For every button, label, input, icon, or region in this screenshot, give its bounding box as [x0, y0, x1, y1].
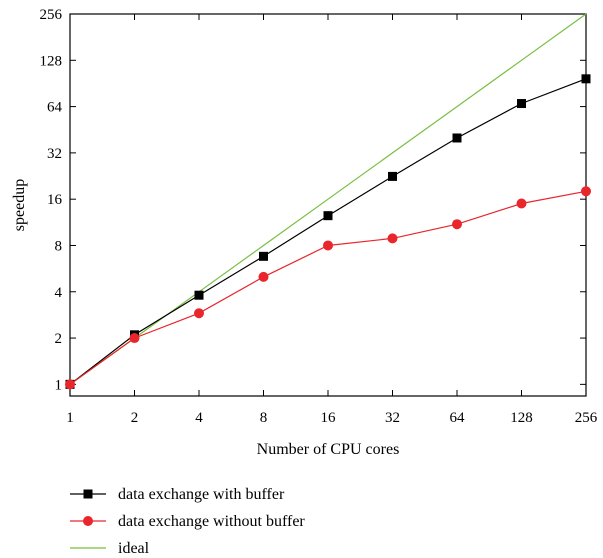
point-data-exchange-without-buffer — [194, 308, 204, 319]
series-line-data-exchange-without-buffer — [69, 190, 587, 385]
legend-label: data exchange with buffer — [118, 486, 285, 503]
point-data-exchange-with-buffer — [323, 211, 333, 221]
y-tick-label: 16 — [47, 192, 63, 208]
y-tick-label: 128 — [40, 53, 63, 69]
y-tick-label: 64 — [47, 100, 63, 116]
point-data-exchange-with-buffer — [388, 171, 397, 181]
series-layer — [65, 74, 591, 390]
point-data-exchange-without-buffer — [581, 186, 591, 197]
x-tick-label: 2 — [131, 410, 139, 426]
x-tick-label: 32 — [385, 410, 400, 426]
ideal-layer — [69, 13, 587, 385]
x-tick-label: 4 — [195, 410, 203, 426]
series-line-data-exchange-with-buffer — [69, 78, 587, 385]
plot-frame — [69, 13, 587, 397]
point-data-exchange-with-buffer — [452, 133, 462, 143]
y-tick-label: 1 — [55, 377, 63, 393]
point-data-exchange-with-buffer — [581, 74, 591, 84]
point-data-exchange-without-buffer — [452, 219, 462, 230]
y-tick-label: 256 — [40, 7, 63, 23]
x-tick-label: 256 — [575, 410, 598, 426]
point-data-exchange-without-buffer — [129, 333, 140, 344]
x-tick-label: 16 — [321, 410, 337, 426]
y-axis-label: speedup — [11, 179, 28, 231]
y-tick-label: 4 — [55, 285, 63, 301]
x-tick-label: 1 — [66, 410, 74, 426]
legend-marker-data-exchange-with-buffer — [83, 489, 93, 499]
point-data-exchange-with-buffer — [194, 290, 204, 300]
point-data-exchange-without-buffer — [516, 198, 527, 209]
point-data-exchange-with-buffer — [259, 251, 268, 261]
legend-marker-data-exchange-without-buffer — [83, 516, 93, 526]
y-tick-label: 8 — [55, 238, 63, 254]
series-line-ideal — [69, 13, 587, 385]
x-tick-label: 64 — [450, 410, 466, 426]
point-data-exchange-with-buffer — [517, 99, 526, 109]
point-data-exchange-without-buffer — [387, 233, 398, 244]
y-tick-label: 2 — [55, 331, 63, 347]
axis-ticks: 1 2 4 8 16 32 64 128 256 1 2 4 8 16 32 64 128 256 — [40, 7, 598, 426]
x-tick-label: 128 — [510, 410, 533, 426]
x-axis-label: Number of CPU cores — [257, 441, 400, 458]
legend: data exchange with buffer data exchange w… — [70, 486, 305, 557]
legend-label: data exchange without buffer — [118, 513, 305, 530]
y-tick-label: 32 — [47, 146, 62, 162]
point-data-exchange-without-buffer — [258, 271, 269, 282]
point-data-exchange-without-buffer — [65, 379, 75, 390]
x-tick-label: 8 — [260, 410, 268, 426]
point-data-exchange-without-buffer — [323, 240, 333, 251]
legend-label: ideal — [118, 540, 150, 557]
